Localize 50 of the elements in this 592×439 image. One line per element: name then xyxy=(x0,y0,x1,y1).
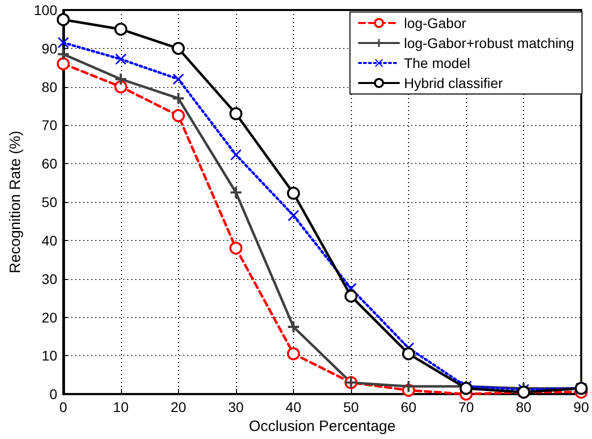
point xyxy=(288,321,299,332)
x-tick-label: 60 xyxy=(400,399,417,416)
point xyxy=(230,149,242,160)
point xyxy=(172,109,185,122)
y-tick-label: 90 xyxy=(42,40,58,56)
point xyxy=(114,22,128,36)
y-tick-label: 80 xyxy=(42,78,58,95)
x-axis-title: Occlusion Percentage xyxy=(248,418,396,435)
y-axis-title: Recognition Rate (%) xyxy=(7,130,24,274)
x-tick-label: 50 xyxy=(343,399,360,416)
point xyxy=(229,107,242,120)
x-tick-label: 20 xyxy=(170,399,186,416)
point xyxy=(58,48,69,60)
x-tick-label: 0 xyxy=(59,399,68,416)
x-tick-label: 30 xyxy=(228,399,244,416)
legend-label: The model xyxy=(404,55,470,71)
point xyxy=(114,80,128,94)
x-tick-label: 40 xyxy=(286,399,302,416)
point xyxy=(115,74,126,85)
legend-label: Hybrid classifier xyxy=(404,75,504,91)
point xyxy=(286,186,300,200)
x-tick-label: 10 xyxy=(113,399,129,416)
y-tick-label: 0 xyxy=(49,386,58,402)
point xyxy=(230,186,242,198)
point xyxy=(229,242,242,255)
point xyxy=(344,290,358,303)
point xyxy=(58,37,69,48)
point xyxy=(288,210,299,221)
y-tick-label: 30 xyxy=(42,270,58,287)
y-tick-label: 10 xyxy=(42,348,58,364)
x-tick-label: 70 xyxy=(458,399,474,416)
y-tick-label: 40 xyxy=(42,232,58,248)
y-tick-label: 20 xyxy=(42,309,58,326)
y-tick-label: 50 xyxy=(42,194,58,210)
y-tick-label: 60 xyxy=(42,156,58,172)
point xyxy=(56,57,70,70)
y-tick-label: 70 xyxy=(42,117,58,134)
point xyxy=(172,74,184,85)
x-tick-label: 90 xyxy=(573,399,590,416)
legend-label: log-Gabor xyxy=(404,15,467,31)
x-tick-label: 80 xyxy=(516,399,532,416)
point xyxy=(402,347,416,360)
point xyxy=(403,380,414,392)
point xyxy=(56,13,70,26)
point xyxy=(172,92,184,104)
point xyxy=(115,54,126,65)
legend-label: log-Gabor+robust matching xyxy=(404,35,574,51)
point xyxy=(172,42,185,55)
y-tick-label: 100 xyxy=(34,2,58,18)
point xyxy=(286,347,300,360)
